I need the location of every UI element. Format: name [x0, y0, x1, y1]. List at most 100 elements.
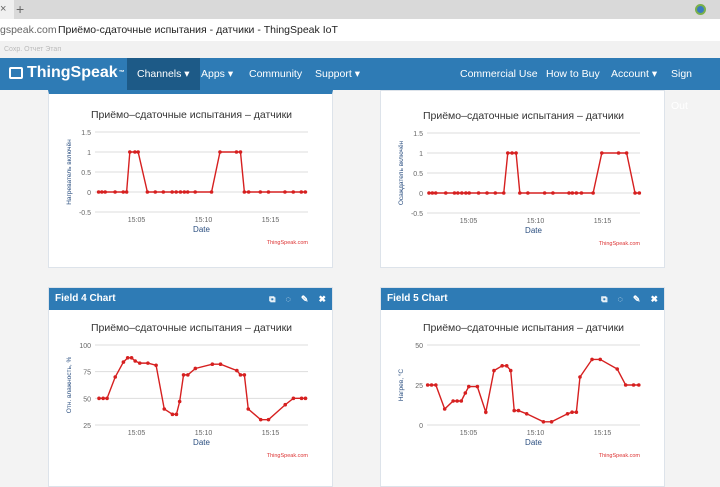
- y-tick-label: 1.5: [413, 131, 423, 138]
- close-icon[interactable]: ✖: [650, 294, 658, 304]
- x-tick-label: 15:10: [527, 218, 545, 225]
- data-point: [501, 191, 506, 195]
- data-point: [238, 150, 243, 154]
- data-point: [512, 408, 517, 413]
- data-point: [492, 368, 496, 373]
- comment-icon[interactable]: ◌: [617, 294, 623, 304]
- chart-field-4[interactable]: Приёмо–сдаточные испытания – датчики 100 7…: [49, 303, 334, 477]
- bookmark-item[interactable]: Сохр. Отчет Этап: [4, 46, 62, 53]
- data-point: [574, 410, 579, 414]
- trademark: ™: [118, 70, 125, 76]
- data-point: [485, 191, 489, 195]
- y-tick-label: 100: [79, 343, 91, 350]
- data-point: [182, 190, 187, 194]
- data-point: [579, 191, 584, 195]
- chart-title: Приёмо–сдаточные испытания – датчики: [91, 322, 292, 334]
- data-point: [136, 150, 140, 154]
- data-point: [146, 361, 150, 365]
- chart-field-2[interactable]: Приёмо–сдаточные испытания – датчики 1.5 1…: [49, 90, 334, 264]
- data-point: [291, 396, 296, 401]
- x-tick-label: 15:10: [195, 430, 213, 437]
- data-point: [430, 191, 435, 195]
- edit-icon[interactable]: ✎: [300, 294, 309, 304]
- data-point: [170, 412, 175, 417]
- address-bar[interactable]: gspeak.com Приёмо-сдаточные испытания - …: [0, 19, 720, 41]
- open-external-icon[interactable]: ⧉: [269, 294, 276, 304]
- x-tick-label: 15:15: [262, 430, 280, 437]
- data-point: [541, 420, 546, 424]
- chart-panel-field-5: Field 5 Chart ⧉ ◌ ✎ ✖ Приёмо–сдаточные испы…: [380, 287, 665, 487]
- navbar: ThingSpeak ™ Channels ▾ Apps ▾ Community …: [0, 58, 720, 112]
- x-tick-label: 15:05: [128, 217, 146, 224]
- data-point: [459, 399, 464, 403]
- data-point: [570, 191, 575, 195]
- y-tick-label: 1.5: [81, 130, 91, 137]
- nav-apps[interactable]: Apps ▾: [201, 68, 234, 80]
- data-point: [452, 191, 457, 195]
- extension-icon[interactable]: [695, 4, 706, 15]
- data-point: [600, 151, 604, 155]
- nav-commercial-use[interactable]: Commercial Use: [460, 68, 538, 80]
- data-point: [476, 191, 481, 195]
- data-point: [475, 384, 480, 389]
- y-tick-label: 0.5: [413, 171, 423, 178]
- nav-account[interactable]: Account ▾: [611, 68, 658, 80]
- data-point: [463, 391, 468, 395]
- nav-community[interactable]: Community: [249, 68, 303, 80]
- new-tab-button[interactable]: +: [16, 1, 25, 17]
- data-point: [186, 373, 190, 377]
- chart-panel-field-4: Field 4 Chart ⧉ ◌ ✎ ✖ Приёмо–сдаточные испы…: [48, 287, 333, 487]
- data-point: [551, 191, 555, 195]
- data-point: [633, 191, 637, 195]
- credit-link: ThingSpeak.com: [599, 241, 641, 247]
- data-point: [154, 363, 158, 368]
- nav-channels[interactable]: Channels ▾: [127, 58, 200, 90]
- data-point: [113, 190, 117, 194]
- nav-sign-out[interactable]: Sign Out: [671, 68, 693, 112]
- y-tick-label: 0: [87, 190, 91, 197]
- data-point: [615, 367, 620, 371]
- nav-how-to-buy[interactable]: How to Buy: [546, 68, 600, 80]
- open-external-icon[interactable]: ⧉: [601, 294, 608, 304]
- data-point: [283, 190, 287, 194]
- y-tick-label: -0.5: [411, 211, 423, 218]
- data-point: [514, 151, 518, 155]
- data-point: [637, 191, 642, 195]
- data-point: [193, 366, 198, 371]
- data-point: [516, 408, 521, 413]
- chart-field-3[interactable]: Приёмо–сдаточные испытания – датчики 1.5 1…: [381, 91, 666, 265]
- close-icon[interactable]: ✖: [318, 294, 326, 304]
- chart-field-5[interactable]: Приёмо–сдаточные испытания – датчики 50 25…: [381, 303, 666, 477]
- data-point: [542, 191, 547, 195]
- data-point: [433, 191, 438, 195]
- comment-icon[interactable]: ◌: [285, 294, 291, 304]
- y-tick-label: -0.5: [79, 210, 91, 217]
- data-point: [246, 407, 251, 411]
- chart-title: Приёмо–сдаточные испытания – датчики: [91, 109, 292, 121]
- data-point: [283, 402, 288, 407]
- data-point: [238, 373, 243, 377]
- chart-title: Приёмо–сдаточные испытания – датчики: [423, 322, 624, 334]
- y-tick-label: 0: [419, 191, 423, 198]
- edit-icon[interactable]: ✎: [632, 294, 641, 304]
- close-tab-button[interactable]: ×: [0, 0, 14, 19]
- data-point: [103, 190, 107, 194]
- data-point: [177, 399, 182, 404]
- data-point: [524, 412, 529, 416]
- data-point: [145, 190, 150, 194]
- data-point: [153, 190, 158, 194]
- data-point: [505, 151, 510, 155]
- chart-panel-field-3: Приёмо–сдаточные испытания – датчики 1.5 1…: [380, 90, 665, 268]
- data-point: [303, 396, 308, 401]
- data-point: [526, 191, 530, 195]
- panel-header: Field 5 Chart ⧉ ◌ ✎ ✖: [381, 288, 664, 310]
- data-point: [590, 357, 594, 362]
- data-point: [133, 150, 137, 154]
- x-tick-label: 15:10: [527, 430, 545, 437]
- y-axis-label: Отн. влажность, %: [66, 357, 73, 414]
- nav-support[interactable]: Support ▾: [315, 68, 360, 80]
- data-point: [598, 357, 603, 362]
- bookmark-bar: Сохр. Отчет Этап: [0, 41, 720, 58]
- brand-logo[interactable]: ThingSpeak ™: [9, 64, 125, 82]
- data-point: [299, 190, 304, 194]
